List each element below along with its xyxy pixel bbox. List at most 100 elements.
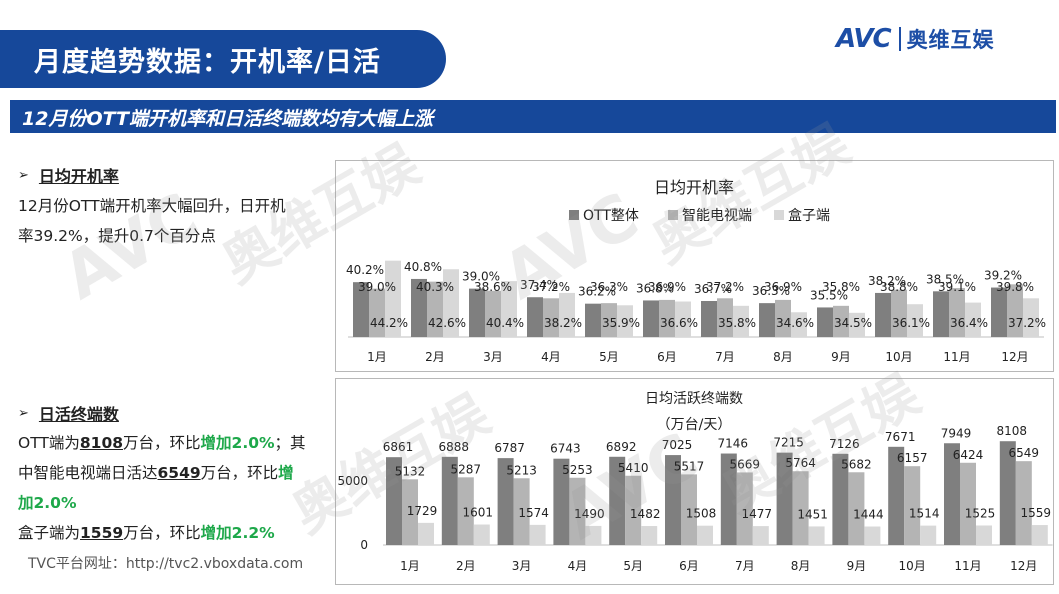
power-on-rate-chart: 日均开机率 OTT整体 智能电视端 盒子端 40.2% 39.0% 44.2% 1月 40.8%… bbox=[346, 178, 1046, 364]
data-label: 42.6% bbox=[428, 316, 466, 330]
data-label: 35.8% bbox=[822, 280, 860, 294]
data-label: 34.6% bbox=[776, 316, 814, 330]
data-label: 8108 bbox=[997, 424, 1028, 438]
data-label: 5213 bbox=[506, 463, 537, 477]
bar bbox=[369, 288, 385, 337]
bar bbox=[659, 299, 675, 337]
tick-label: 10月 bbox=[885, 350, 912, 364]
data-label: 39.8% bbox=[996, 280, 1034, 294]
bar bbox=[701, 300, 717, 337]
bar bbox=[864, 526, 881, 545]
bar bbox=[717, 298, 733, 337]
data-label: 39.2% bbox=[984, 269, 1022, 283]
tick-label: 11月 bbox=[943, 350, 970, 364]
bar bbox=[559, 292, 575, 337]
tick-label: 11月 bbox=[954, 559, 981, 573]
bar bbox=[920, 525, 937, 545]
data-label: 1451 bbox=[797, 507, 828, 521]
avc-logo: AVC 奥维互娱 bbox=[836, 24, 995, 54]
bar bbox=[601, 303, 617, 337]
tick-label: 4月 bbox=[568, 559, 588, 573]
section2-line-2: 中智能电视端日活达6549万台，环比增 bbox=[18, 458, 306, 488]
legend-label: 智能电视端 bbox=[682, 208, 752, 224]
text-run: 万台，环比 bbox=[123, 434, 201, 452]
bar bbox=[965, 302, 981, 337]
data-label: 7146 bbox=[718, 437, 749, 451]
bar bbox=[833, 305, 849, 337]
page-subtitle: 12月份OTT端开机率和日活终端数均有大幅上涨 bbox=[22, 108, 433, 130]
section-heading-label: 日活终端数 bbox=[38, 405, 119, 424]
data-label: 1514 bbox=[909, 507, 940, 521]
bar bbox=[543, 298, 559, 337]
data-label: 6888 bbox=[439, 440, 470, 454]
logo-divider bbox=[898, 27, 901, 51]
subtitle-banner bbox=[10, 100, 1056, 133]
bar bbox=[443, 269, 459, 337]
bar bbox=[999, 441, 1016, 545]
bar bbox=[501, 281, 517, 337]
data-label: 35.5% bbox=[810, 288, 848, 302]
text-run: 盒子端为 bbox=[18, 524, 81, 542]
tick-label: 5月 bbox=[599, 350, 619, 364]
data-label: 6424 bbox=[953, 448, 984, 462]
data-label: 38.8% bbox=[880, 280, 918, 294]
data-label: 40.4% bbox=[486, 316, 524, 330]
legend-label: 盒子端 bbox=[788, 207, 830, 224]
data-label: 1477 bbox=[742, 507, 773, 521]
tick-label: 2月 bbox=[456, 559, 476, 573]
box-value: 1559 bbox=[80, 524, 124, 542]
bar bbox=[849, 312, 865, 337]
tick-label: 3月 bbox=[512, 559, 532, 573]
data-label: 36.4% bbox=[950, 316, 988, 330]
data-label: 36.9% bbox=[648, 280, 686, 294]
data-label: 5410 bbox=[618, 461, 649, 475]
bar bbox=[469, 288, 485, 337]
data-label: 1482 bbox=[630, 507, 661, 521]
data-label: 7671 bbox=[885, 430, 916, 444]
bar bbox=[720, 453, 737, 545]
chart-title: 日均开机率 bbox=[654, 178, 734, 197]
text-run: 万台，环比 bbox=[123, 524, 201, 542]
section-heading-active-devices: ➢ 日活终端数 bbox=[18, 401, 119, 425]
data-label: 5253 bbox=[562, 463, 593, 477]
legend-swatch bbox=[668, 210, 678, 220]
bar bbox=[553, 458, 570, 545]
bar bbox=[643, 300, 659, 337]
legend-swatch bbox=[569, 210, 579, 220]
bar bbox=[675, 301, 691, 337]
data-label: 39.0% bbox=[462, 270, 500, 284]
tick-label: 8月 bbox=[791, 559, 811, 573]
bar bbox=[832, 453, 849, 545]
section2-line-1: OTT端为8108万台，环比增加2.0%；其 bbox=[18, 428, 306, 458]
text-run: OTT端为 bbox=[18, 434, 80, 452]
bar bbox=[752, 526, 769, 545]
data-label: 5682 bbox=[841, 457, 872, 471]
tick-label: 12月 bbox=[1001, 350, 1028, 364]
data-label: 39.0% bbox=[358, 280, 396, 294]
tick-label: 12月 bbox=[1010, 559, 1037, 573]
bar bbox=[353, 282, 369, 337]
bar bbox=[529, 524, 546, 545]
bar bbox=[907, 304, 923, 337]
bar bbox=[792, 471, 809, 545]
data-label: 37.4% bbox=[520, 278, 558, 292]
data-label: 7025 bbox=[662, 438, 693, 452]
data-label: 38.5% bbox=[926, 272, 964, 286]
tick-label: 6月 bbox=[657, 350, 677, 364]
tick-label: 3月 bbox=[483, 350, 503, 364]
data-label: 38.6% bbox=[474, 280, 512, 294]
arrow-bullet-icon: ➢ bbox=[18, 405, 29, 421]
data-label: 36.1% bbox=[892, 316, 930, 330]
data-label: 34.5% bbox=[834, 316, 872, 330]
bar bbox=[402, 479, 418, 545]
bar bbox=[411, 278, 427, 337]
bar bbox=[1015, 461, 1032, 545]
data-label: 1508 bbox=[686, 507, 717, 521]
text-run: 万台，环比 bbox=[200, 464, 279, 482]
footer-url[interactable]: TVC平台网址：http://tvc2.vboxdata.com bbox=[28, 556, 304, 572]
data-label: 36.2% bbox=[578, 285, 616, 299]
bar bbox=[875, 292, 891, 337]
text-run: 中智能电视端日活达 bbox=[18, 464, 158, 482]
chart-subtitle: （万台/天） bbox=[657, 417, 732, 433]
bar bbox=[759, 303, 775, 337]
